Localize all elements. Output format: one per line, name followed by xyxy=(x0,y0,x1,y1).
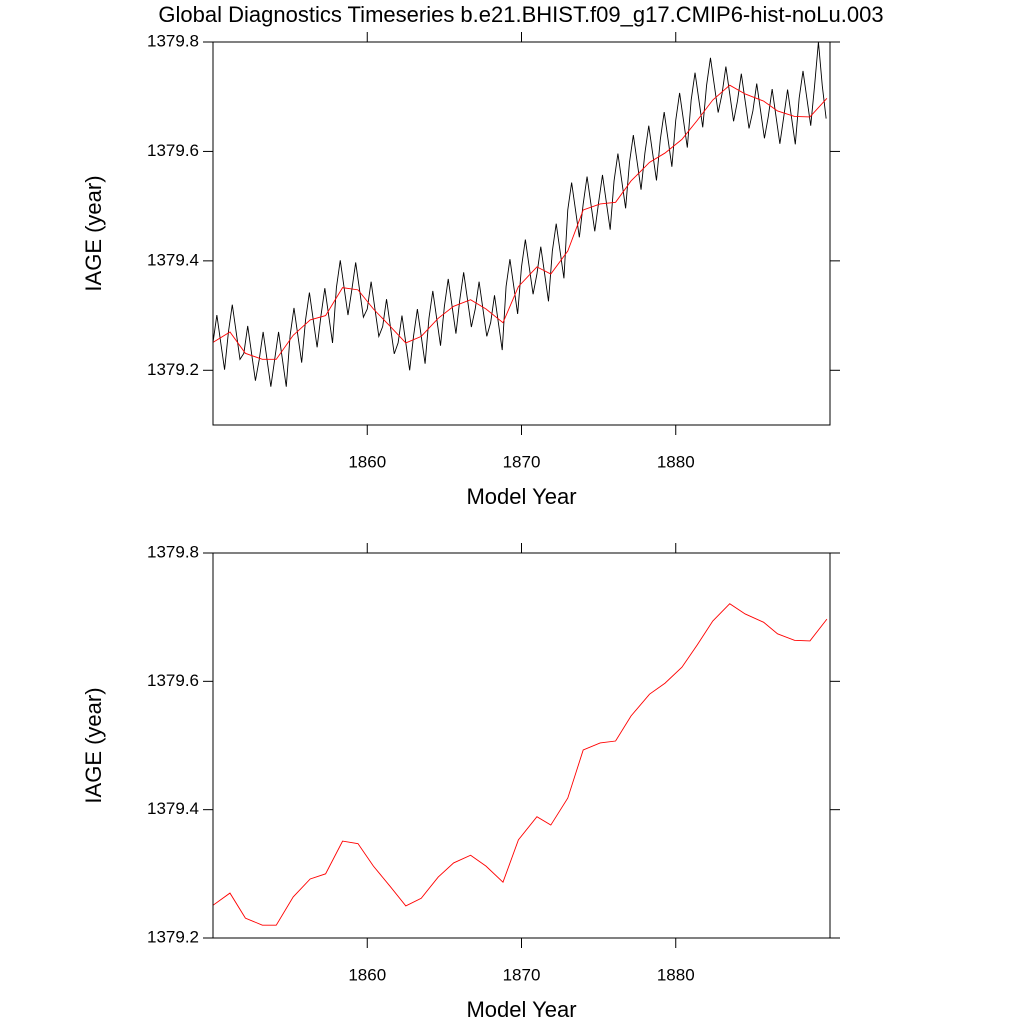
y-tick-label: 1379.4 xyxy=(147,799,199,818)
x-tick-label: 1860 xyxy=(348,965,386,984)
y-tick-label: 1379.6 xyxy=(147,671,199,690)
y-tick-label: 1379.4 xyxy=(147,250,199,269)
x-tick-label: 1880 xyxy=(657,965,695,984)
y-axis-label: IAGE (year) xyxy=(81,687,106,803)
y-tick-label: 1379.8 xyxy=(147,31,199,50)
data-line xyxy=(213,603,828,926)
x-tick-label: 1870 xyxy=(503,452,541,471)
data-line xyxy=(213,42,827,387)
x-axis-label: Model Year xyxy=(466,484,576,509)
y-tick-label: 1379.6 xyxy=(147,141,199,160)
y-tick-label: 1379.8 xyxy=(147,542,199,561)
x-tick-label: 1880 xyxy=(657,452,695,471)
chart-title: Global Diagnostics Timeseries b.e21.BHIS… xyxy=(158,2,883,27)
y-axis-label: IAGE (year) xyxy=(81,175,106,291)
y-tick-label: 1379.2 xyxy=(147,927,199,946)
x-tick-label: 1870 xyxy=(503,965,541,984)
y-tick-label: 1379.2 xyxy=(147,360,199,379)
x-axis-label: Model Year xyxy=(466,997,576,1022)
x-tick-label: 1860 xyxy=(348,452,386,471)
data-line xyxy=(213,84,828,360)
plot-frame xyxy=(212,552,831,939)
